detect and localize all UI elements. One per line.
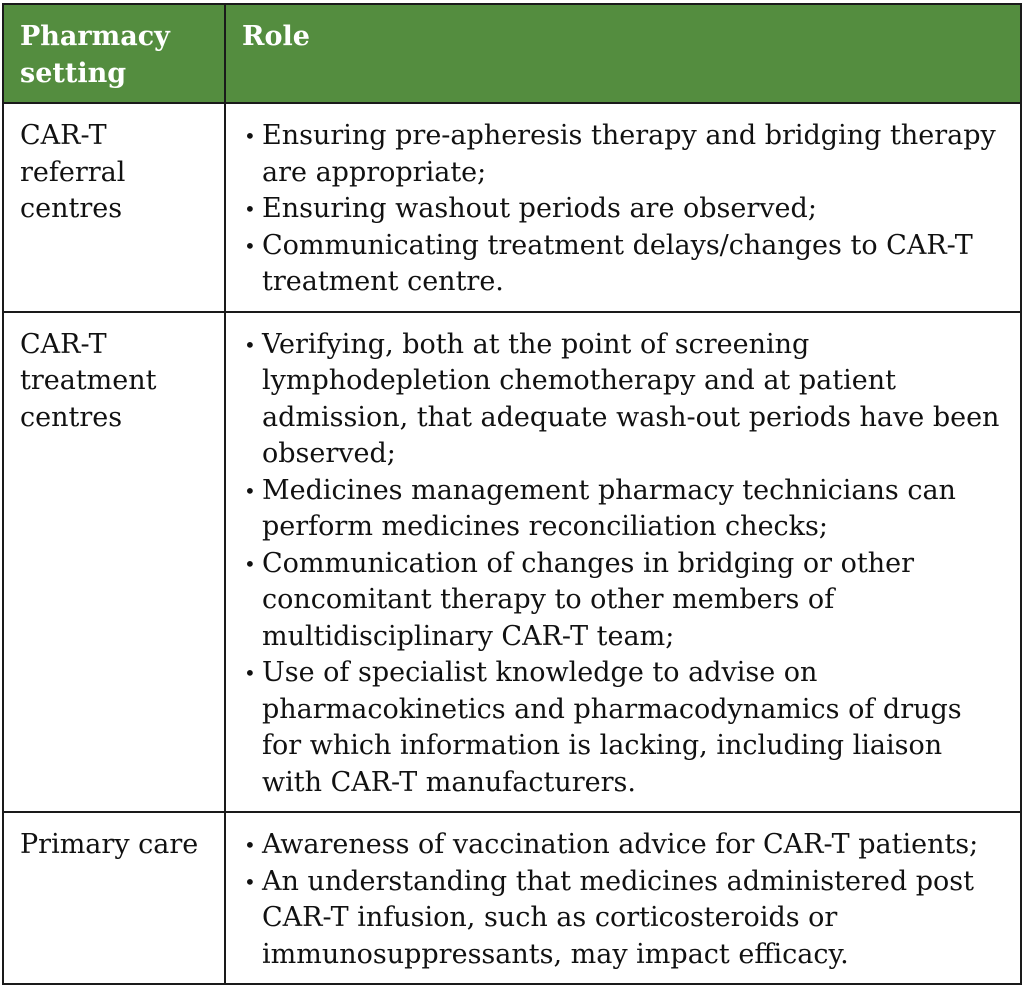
- table-row: CAR-T referral centres Ensuring pre-aphe…: [2, 102, 1022, 313]
- setting-cell: CAR-T treatment centres: [2, 310, 226, 813]
- role-item: Communicating treatment delays/changes t…: [242, 228, 1006, 301]
- role-item: Ensuring washout periods are observed;: [242, 191, 1006, 228]
- role-item: Ensuring pre-apheresis therapy and bridg…: [242, 118, 1006, 191]
- table-row: Primary care Awareness of vaccination ad…: [2, 811, 1022, 985]
- pharmacy-roles-table: Pharmacy setting Role CAR-T referral cen…: [2, 3, 1022, 985]
- role-item: Communication of changes in bridging or …: [242, 546, 1006, 656]
- header-pharmacy-setting: Pharmacy setting: [2, 3, 226, 104]
- setting-cell: Primary care: [2, 811, 226, 985]
- table-header-row: Pharmacy setting Role: [2, 3, 1022, 104]
- role-cell: Ensuring pre-apheresis therapy and bridg…: [224, 102, 1022, 313]
- table-row: CAR-T treatment centres Verifying, both …: [2, 310, 1022, 813]
- role-cell: Awareness of vaccination advice for CAR-…: [224, 811, 1022, 985]
- role-item: Awareness of vaccination advice for CAR-…: [242, 827, 1006, 864]
- role-item: An understanding that medicines administ…: [242, 864, 1006, 974]
- role-cell: Verifying, both at the point of screenin…: [224, 310, 1022, 813]
- role-item: Verifying, both at the point of screenin…: [242, 327, 1006, 473]
- role-item: Use of specialist knowledge to advise on…: [242, 655, 1006, 801]
- setting-cell: CAR-T referral centres: [2, 102, 226, 313]
- role-item: Medicines management pharmacy technician…: [242, 473, 1006, 546]
- header-role: Role: [224, 3, 1022, 104]
